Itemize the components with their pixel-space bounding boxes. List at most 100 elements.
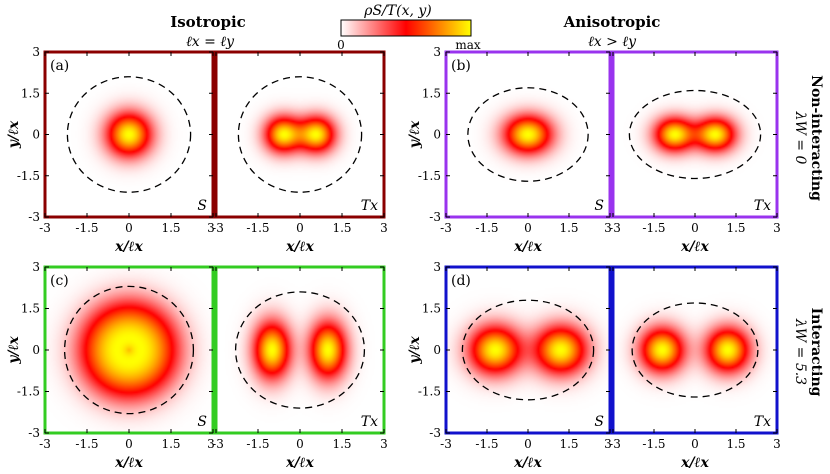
x-tick-label: -1.5 — [642, 221, 665, 235]
x-tick-label: -1.5 — [75, 221, 98, 235]
y-tick-label: 0 — [433, 128, 441, 142]
dashed-boundary — [461, 299, 595, 401]
panel-label: (b) — [451, 58, 471, 74]
dashed-boundary — [63, 285, 195, 415]
subpanel-d-S: -3-3 -1.5 -1.5 0 0 1.5 1.5 3 3 x/ℓx S — [418, 260, 612, 471]
x-tick-label: -3 — [440, 437, 452, 451]
y-tick-label: 3 — [433, 260, 441, 274]
x-tick-label: -1.5 — [475, 437, 498, 451]
x-tick-label: 3 — [604, 437, 612, 451]
x-tick-label: 1.5 — [332, 437, 351, 451]
subpanel-b-Tx: -3 -1.5 0 1.5 3 x/ℓx Tx — [609, 50, 781, 255]
dashed-boundary — [237, 76, 363, 193]
y-axis-label: y/ℓx — [407, 336, 423, 365]
subpanel-a-Tx: -3 -1.5 0 1.5 3 x/ℓx Tx — [212, 50, 388, 255]
x-tick-label: 3 — [207, 437, 215, 451]
x-tick-label: -3 — [609, 437, 621, 451]
subpanel-a-S: -3-3 -1.5 -1.5 0 0 1.5 1.5 3 3 x/ℓx S — [17, 45, 215, 255]
subpanel-d-Tx: -3 -1.5 0 1.5 3 x/ℓx Tx — [609, 265, 781, 471]
row-label-interacting: Interacting — [808, 308, 824, 397]
x-tick-label: 0 — [125, 221, 133, 235]
x-tick-label: -1.5 — [246, 221, 269, 235]
y-tick-label: -3 — [429, 426, 441, 440]
subpanel-c-S: -3-3 -1.5 -1.5 0 0 1.5 1.5 3 3 x/ℓx S — [17, 260, 215, 471]
density-map — [45, 52, 213, 217]
density-map — [446, 267, 610, 433]
dashed-boundary — [631, 302, 759, 398]
colorbar-min-label: 0 — [337, 38, 345, 52]
y-tick-label: 0 — [32, 343, 40, 357]
x-tick-label: 1.5 — [726, 221, 745, 235]
y-tick-label: -1.5 — [17, 169, 40, 183]
col-condition-isotropic: ℓx = ℓy — [186, 34, 235, 50]
y-tick-label: 1.5 — [422, 86, 441, 100]
y-tick-label: 1.5 — [422, 302, 441, 316]
subpanel-tag: S — [594, 414, 604, 430]
x-tick-label: -3 — [39, 221, 51, 235]
subpanel-tag: Tx — [361, 414, 378, 430]
x-tick-label: -1.5 — [75, 437, 98, 451]
panel-d: -3-3 -1.5 -1.5 0 0 1.5 1.5 3 3 x/ℓx S-3 -1.5 0 1.5 3 x/… — [407, 260, 781, 471]
density-map — [613, 267, 777, 433]
x-tick-label: 3 — [773, 221, 781, 235]
x-tick-label: 3 — [380, 221, 388, 235]
y-tick-label: -3 — [28, 426, 40, 440]
x-axis-label: x/ℓx — [680, 455, 709, 471]
x-tick-label: 0 — [296, 221, 304, 235]
y-tick-label: -3 — [429, 210, 441, 224]
colorbar — [340, 19, 472, 37]
x-axis-label: x/ℓx — [513, 455, 542, 471]
density-map — [446, 52, 610, 217]
x-tick-label: 0 — [125, 437, 133, 451]
subpanel-tag: Tx — [361, 198, 378, 214]
colorbar-label: ρS/T(x, y) — [363, 3, 432, 19]
subpanel-c-Tx: -3 -1.5 0 1.5 3 x/ℓx Tx — [212, 265, 388, 471]
colorbar-max-label: max — [455, 38, 481, 52]
panel-label: (d) — [451, 273, 471, 289]
x-axis-label: x/ℓx — [285, 455, 314, 471]
x-axis-label: x/ℓx — [285, 239, 314, 255]
y-tick-label: 3 — [32, 260, 40, 274]
x-axis-label: x/ℓx — [680, 239, 709, 255]
x-tick-label: 1.5 — [332, 221, 351, 235]
y-tick-label: -1.5 — [418, 169, 441, 183]
y-axis-label: y/ℓx — [6, 336, 22, 365]
x-tick-label: -3 — [39, 437, 51, 451]
density-map — [45, 267, 213, 433]
subpanel-b-S: -3-3 -1.5 -1.5 0 0 1.5 1.5 3 3 x/ℓx S — [418, 45, 612, 255]
y-tick-label: -1.5 — [418, 385, 441, 399]
x-axis-label: x/ℓx — [114, 455, 143, 471]
x-tick-label: -1.5 — [475, 221, 498, 235]
dashed-boundary — [628, 89, 762, 180]
row-value-interacting: λW = 5.3 — [792, 318, 808, 385]
x-tick-label: -1.5 — [642, 437, 665, 451]
x-tick-label: 1.5 — [559, 221, 578, 235]
density-map — [216, 267, 384, 433]
x-tick-label: 1.5 — [559, 437, 578, 451]
y-axis-label: y/ℓx — [407, 120, 423, 149]
y-tick-label: 1.5 — [21, 302, 40, 316]
subpanel-tag: S — [197, 414, 207, 430]
x-tick-label: 3 — [380, 437, 388, 451]
y-tick-label: 0 — [433, 343, 441, 357]
subpanel-tag: Tx — [754, 198, 771, 214]
x-tick-label: 1.5 — [161, 437, 180, 451]
dashed-boundary — [66, 76, 192, 193]
y-tick-label: -3 — [28, 210, 40, 224]
x-axis-label: x/ℓx — [114, 239, 143, 255]
dashed-boundary — [467, 87, 589, 182]
x-tick-label: 1.5 — [161, 221, 180, 235]
panel-label: (a) — [50, 58, 69, 74]
dashed-boundary — [234, 291, 366, 409]
x-tick-label: -3 — [212, 221, 224, 235]
x-tick-label: 0 — [524, 437, 532, 451]
density-map — [216, 52, 384, 217]
x-tick-label: 0 — [691, 437, 699, 451]
x-tick-label: 0 — [691, 221, 699, 235]
y-tick-label: 3 — [433, 45, 441, 59]
y-axis-label: y/ℓx — [6, 120, 22, 149]
x-tick-label: 0 — [524, 221, 532, 235]
